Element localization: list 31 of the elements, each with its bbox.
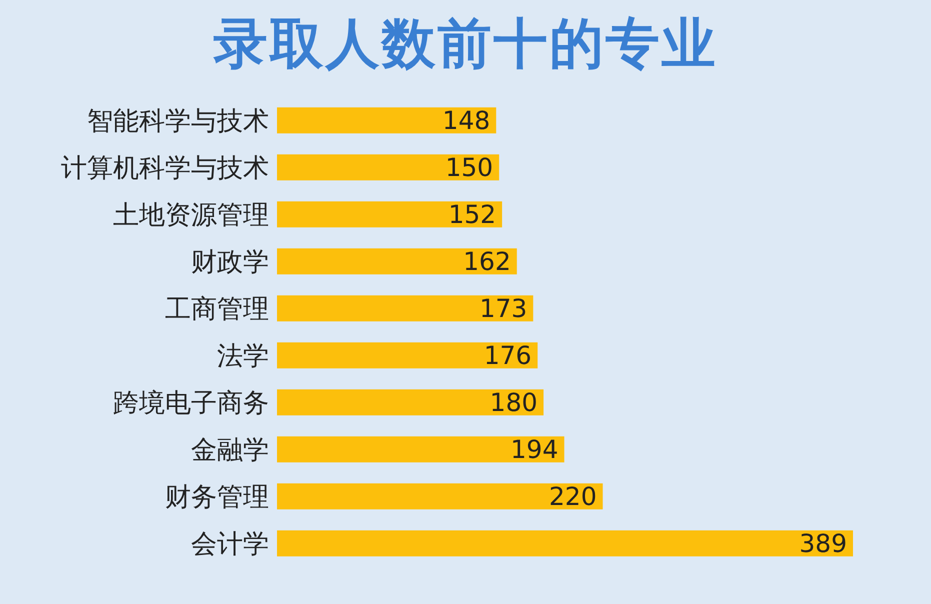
bar — [277, 107, 496, 134]
y-tick-label: 工商管理 — [165, 294, 269, 325]
y-tick-label: 财政学 — [191, 248, 269, 278]
chart-title: 录取人数前十的专业 — [212, 11, 718, 77]
y-tick-label: 会计学 — [191, 530, 269, 560]
bar — [277, 248, 517, 274]
bar — [277, 530, 853, 556]
y-tick-label: 金融学 — [191, 436, 269, 466]
y-tick-label: 财务管理 — [165, 482, 269, 513]
y-tick-label: 土地资源管理 — [113, 200, 269, 231]
bar — [277, 436, 564, 462]
data-label: 389 — [799, 529, 847, 558]
data-label: 194 — [510, 435, 558, 464]
bar — [277, 201, 502, 228]
bar — [277, 295, 534, 322]
bar — [277, 389, 544, 416]
data-label: 180 — [490, 388, 538, 418]
y-tick-label: 法学 — [217, 342, 269, 372]
data-label: 220 — [549, 482, 597, 512]
data-label: 148 — [442, 106, 490, 136]
y-tick-label: 计算机科学与技术 — [61, 154, 269, 184]
y-tick-label: 跨境电子商务 — [113, 388, 269, 419]
data-label: 173 — [479, 294, 528, 324]
y-tick-label: 智能科学与技术 — [87, 106, 269, 137]
data-label: 150 — [445, 153, 494, 182]
bar — [277, 483, 603, 510]
data-label: 152 — [448, 200, 496, 230]
data-label: 176 — [484, 341, 532, 370]
bar — [277, 342, 538, 368]
data-label: 162 — [463, 247, 511, 276]
bar — [277, 154, 500, 180]
